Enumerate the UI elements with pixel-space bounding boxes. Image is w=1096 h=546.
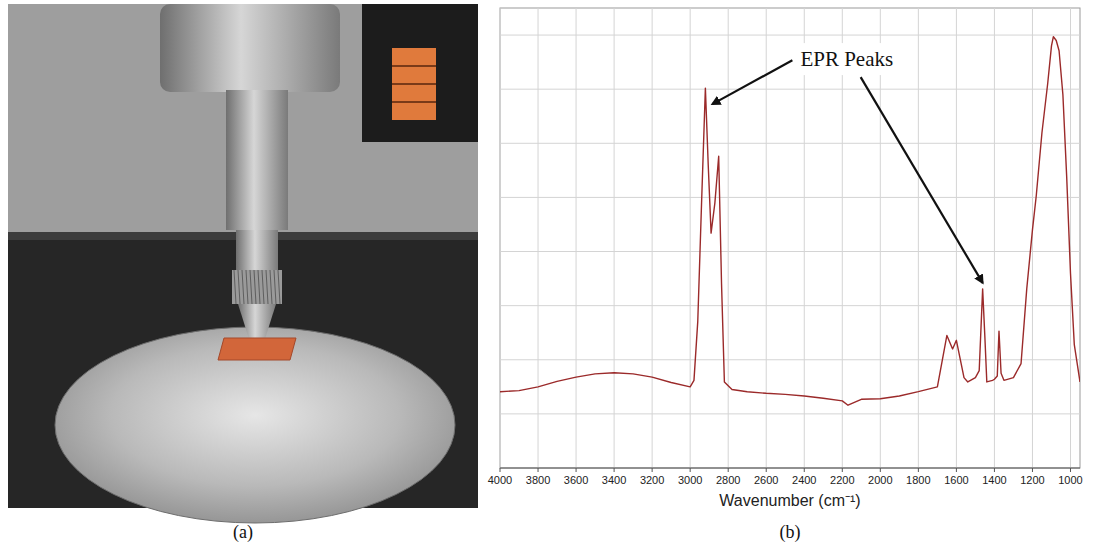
x-tick	[766, 468, 767, 472]
x-grid-line	[576, 8, 577, 468]
x-tick	[1032, 468, 1033, 472]
knurl-line	[258, 270, 260, 304]
data-group	[500, 37, 1080, 406]
x-tick-label: 1000	[1058, 474, 1082, 486]
annotation-text: EPR Peaks	[800, 47, 893, 71]
y-grid-line	[500, 35, 1080, 36]
x-tick-label: 1800	[906, 474, 930, 486]
panel-label: (b)	[780, 522, 801, 543]
x-tick-label: 3600	[564, 474, 588, 486]
y-grid-line	[500, 305, 1080, 306]
inset-sample-gap	[392, 65, 436, 67]
inset-sample-gap	[392, 101, 436, 103]
x-tick	[880, 468, 881, 472]
x-grid-line	[728, 8, 729, 468]
x-grid-line	[918, 8, 919, 468]
y-grid-line	[500, 197, 1080, 198]
knurl-line	[262, 270, 264, 304]
x-tick	[918, 468, 919, 472]
x-tick	[956, 468, 957, 472]
x-ticks: 4000 3800 3600 3400 3200 3000 2800 2600 2400 2200…	[488, 468, 1083, 486]
knob-body	[232, 270, 282, 304]
spectrum-line	[500, 37, 1080, 406]
x-tick	[1070, 468, 1071, 472]
x-grid-line	[690, 8, 691, 468]
knurl-line	[254, 270, 256, 304]
x-tick	[500, 468, 501, 472]
x-tick-label: 1200	[1020, 474, 1044, 486]
x-tick	[842, 468, 843, 472]
x-tick	[994, 468, 995, 472]
y-grid-line	[500, 251, 1080, 252]
knurl-line	[266, 270, 268, 304]
y-grid-line	[500, 359, 1080, 360]
plot-frame	[500, 8, 1080, 468]
knurl-line	[250, 270, 252, 304]
sample-disc	[55, 327, 455, 523]
x-tick	[804, 468, 805, 472]
inset-samples	[392, 48, 436, 120]
photo-panel	[8, 4, 478, 523]
x-tick	[728, 468, 729, 472]
x-grid-line	[1070, 8, 1071, 468]
knurled-knob	[232, 270, 282, 304]
x-tick-label: 3400	[602, 474, 626, 486]
x-tick	[576, 468, 577, 472]
x-tick-label: 2800	[716, 474, 740, 486]
x-grid-line	[614, 8, 615, 468]
knurl-line	[242, 270, 244, 304]
x-tick-label: 2000	[868, 474, 892, 486]
x-tick-label: 1600	[944, 474, 968, 486]
x-tick-label: 3200	[640, 474, 664, 486]
knurl-line	[238, 270, 240, 304]
annotation-background	[794, 43, 899, 75]
x-tick-label: 2600	[754, 474, 778, 486]
x-tick-label: 2400	[792, 474, 816, 486]
x-grid-line	[652, 8, 653, 468]
x-grid-line	[538, 8, 539, 468]
y-grid-line	[500, 413, 1080, 414]
spectrum-chart: 4000 3800 3600 3400 3200 3000 2800 2600 2400 2200…	[488, 8, 1083, 509]
annotation: EPR Peaks	[712, 43, 982, 283]
x-tick-label: 4000	[488, 474, 512, 486]
pressure-arm	[160, 4, 340, 92]
x-axis-line	[500, 468, 1080, 469]
y-grid-line	[500, 89, 1080, 90]
x-tick	[690, 468, 691, 472]
knurl-line	[234, 270, 236, 304]
probe-tip	[238, 304, 276, 342]
x-tick	[614, 468, 615, 472]
x-grid-line	[842, 8, 843, 468]
x-tick-label: 1400	[982, 474, 1006, 486]
x-tick	[538, 468, 539, 472]
knurl-line	[274, 270, 276, 304]
x-tick-label: 3800	[526, 474, 550, 486]
x-tick-label: 3000	[678, 474, 702, 486]
annotation-arrow	[712, 60, 792, 104]
y-grid-line	[500, 143, 1080, 144]
grid	[500, 8, 1080, 468]
x-axis-title: Wavenumber (cm⁻¹)	[719, 492, 860, 509]
x-grid-line	[766, 8, 767, 468]
x-grid-line	[994, 8, 995, 468]
x-tick	[652, 468, 653, 472]
rubber-sample	[218, 338, 296, 360]
panel-label: (a)	[233, 522, 253, 543]
knurl-line	[278, 270, 280, 304]
probe-shaft	[236, 230, 278, 270]
x-grid-line	[500, 8, 501, 468]
knurl-line	[246, 270, 248, 304]
x-tick-label: 2200	[830, 474, 854, 486]
annotation-arrow	[861, 77, 983, 283]
knurl-line	[270, 270, 272, 304]
inset-background	[362, 4, 478, 142]
x-grid-line	[804, 8, 805, 468]
arm-column	[226, 90, 288, 230]
inset-sample-gap	[392, 83, 436, 85]
figure: 4000 3800 3600 3400 3200 3000 2800 2600 2400 2200…	[0, 0, 1096, 546]
